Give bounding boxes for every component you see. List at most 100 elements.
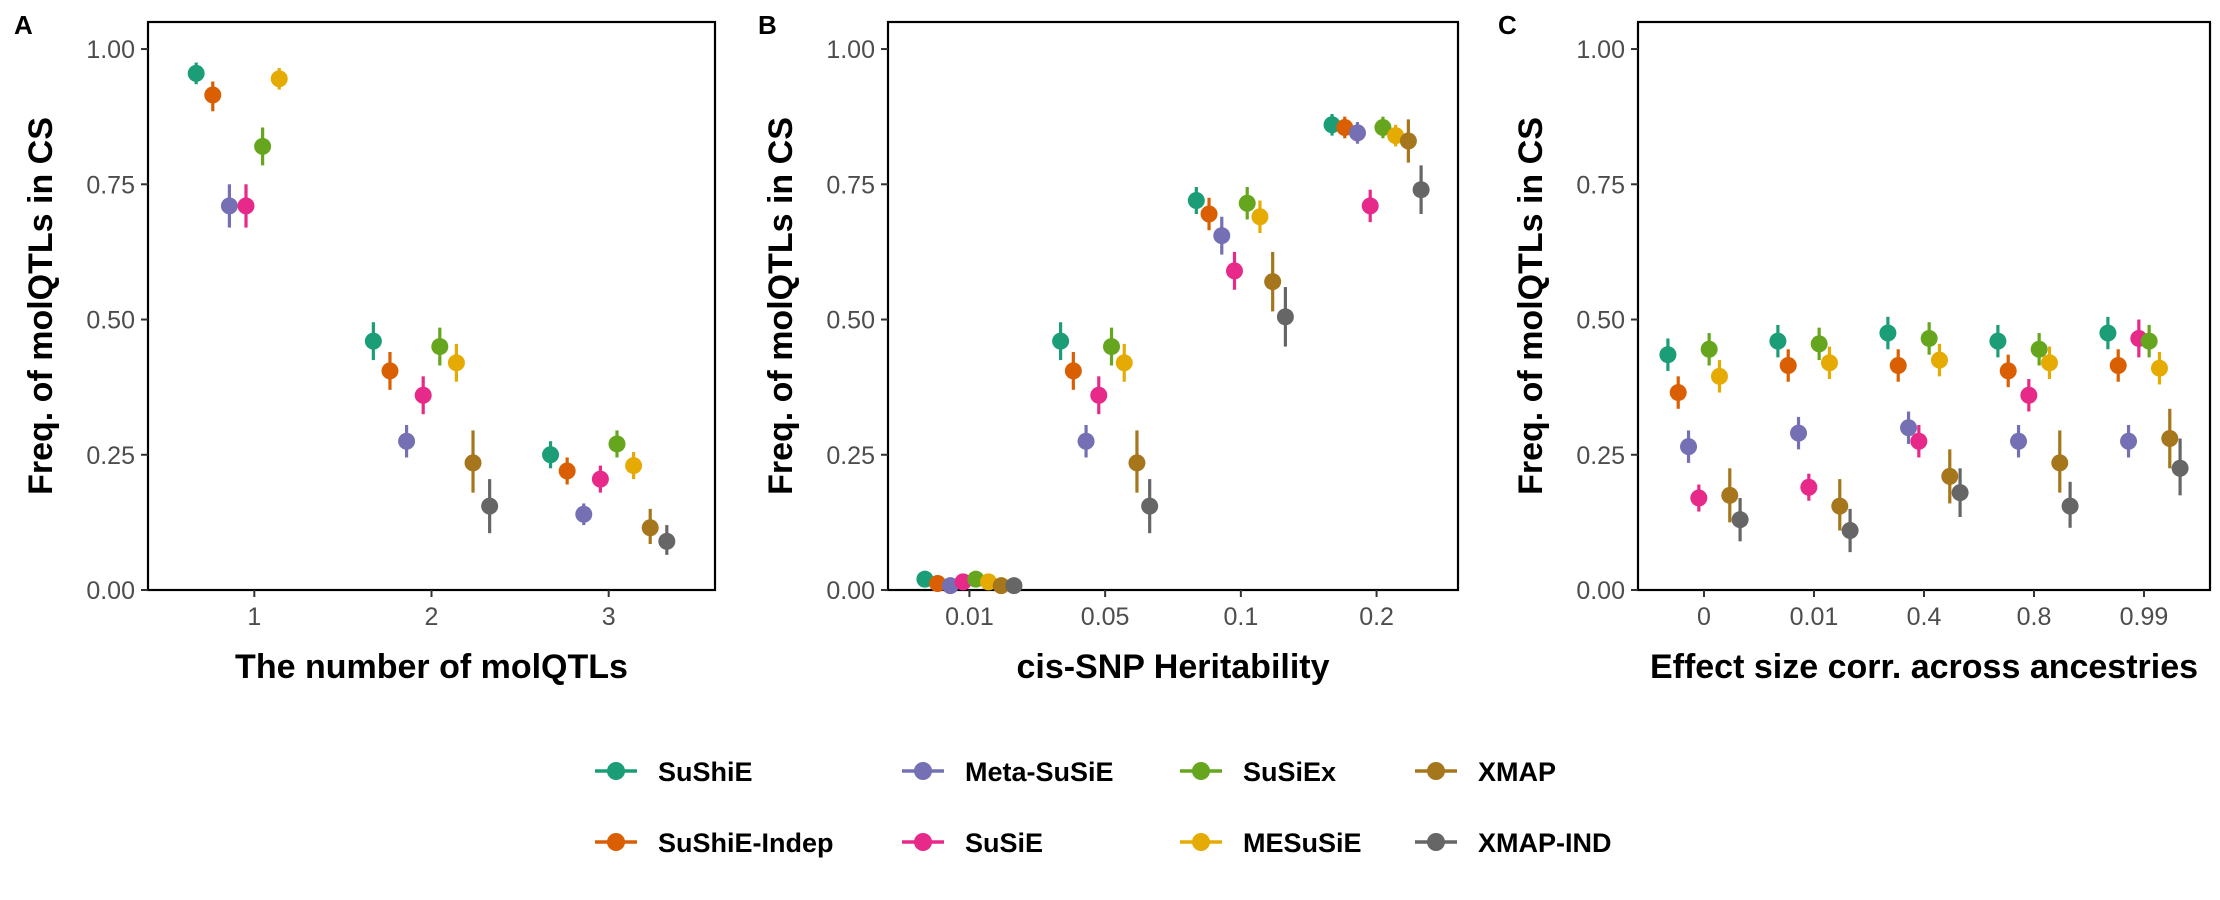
legend-key-point (914, 833, 932, 851)
point-susie (1910, 432, 1928, 450)
point-mesusie (447, 354, 465, 372)
point-xmap-ind (1005, 577, 1023, 595)
point-xmap-ind (1951, 484, 1969, 502)
point-sushie-indep (1889, 357, 1907, 375)
y-tick-label: 0.50 (826, 307, 875, 335)
x-tick-label: 0.01 (1790, 603, 1839, 631)
point-mesusie (1820, 354, 1838, 372)
plot-frame (1636, 20, 2212, 592)
legend-label: SuShiE (658, 757, 753, 787)
legend-label: Meta-SuSiE (965, 757, 1114, 787)
point-susie (1361, 197, 1379, 215)
panel-letter: C (1498, 10, 1517, 40)
point-susiex (254, 137, 272, 155)
point-susiex (1374, 118, 1392, 136)
point-sushie-indep (1669, 384, 1687, 402)
legend-item-susie: SuSiE (902, 828, 1043, 858)
legend-item-xmap-ind: XMAP-IND (1415, 828, 1612, 858)
point-xmap (1128, 454, 1146, 472)
legend-item-meta-susie: Meta-SuSiE (902, 757, 1114, 787)
x-axis-title: cis-SNP Heritability (1016, 648, 1329, 686)
point-meta-susie (575, 505, 593, 523)
legend-label: MESuSiE (1243, 828, 1362, 858)
point-xmap (464, 454, 482, 472)
legend-item-xmap: XMAP (1415, 757, 1556, 787)
point-xmap (1264, 273, 1282, 291)
point-meta-susie (1077, 432, 1095, 450)
legend-key-point (607, 833, 625, 851)
point-xmap-ind (1841, 521, 1859, 539)
legend-key-point (914, 762, 932, 780)
panel-letter: B (758, 10, 777, 40)
y-tick-label: 0.25 (1576, 442, 1625, 470)
point-susie (954, 573, 972, 591)
point-meta-susie (398, 432, 416, 450)
point-xmap-ind (1276, 308, 1294, 326)
x-tick-label: 0.1 (1223, 603, 1258, 631)
legend-key-point (1192, 833, 1210, 851)
point-sushie-indep (558, 462, 576, 480)
point-susie (414, 386, 432, 404)
y-axis-title: Freq. of molQTLs in CS (1512, 117, 1550, 495)
point-mesusie (270, 70, 288, 88)
y-tick-label: 1.00 (86, 36, 135, 64)
point-sushie (1187, 192, 1205, 210)
legend-label: SuShiE-Indep (658, 828, 834, 858)
point-susie (1690, 489, 1708, 507)
panel-a: A 0.00 0.25 0.50 0.75 1.00 1 2 3 The number of mo… (14, 10, 717, 686)
point-susiex (1238, 194, 1256, 212)
point-sushie (1323, 116, 1341, 134)
y-tick-label: 0.75 (826, 171, 875, 199)
panel-c: C 0.00 0.25 0.50 0.75 1.00 0 0.01 0.4 0.8 0.99 Effe… (1498, 10, 2212, 686)
point-xmap-ind (1731, 511, 1749, 529)
point-mesusie (1710, 367, 1728, 385)
legend-label: XMAP-IND (1478, 828, 1612, 858)
point-sushie (1879, 324, 1897, 342)
panel-letter: A (14, 10, 33, 40)
point-xmap (1399, 132, 1417, 150)
point-sushie (1659, 346, 1677, 364)
point-sushie (1989, 332, 2007, 350)
legend-label: XMAP (1478, 757, 1556, 787)
y-tick-label: 0.50 (1576, 307, 1625, 335)
legend-item-sushie: SuShiE (595, 757, 753, 787)
point-susiex (1810, 335, 1828, 353)
point-sushie-indep (2109, 357, 2127, 375)
legend-item-mesusie: MESuSiE (1180, 828, 1362, 858)
point-sushie-indep (1064, 362, 1082, 380)
point-susie (1090, 386, 1108, 404)
point-meta-susie (2010, 432, 2028, 450)
legend-item-sushie-indep: SuShiE-Indep (595, 828, 834, 858)
point-susiex (608, 435, 626, 453)
x-axis-title: The number of molQTLs (235, 648, 628, 686)
point-meta-susie (1900, 419, 1918, 437)
point-sushie (1769, 332, 1787, 350)
point-mesusie (1115, 354, 1133, 372)
point-sushie (1052, 332, 1070, 350)
point-susiex (2140, 332, 2158, 350)
x-axis-title: Effect size corr. across ancestries (1650, 648, 2198, 686)
panels-group: A 0.00 0.25 0.50 0.75 1.00 1 2 3 The number of mo… (14, 10, 2212, 686)
point-meta-susie (1213, 227, 1231, 245)
point-sushie (364, 332, 382, 350)
point-mesusie (2150, 359, 2168, 377)
plot-frame (886, 20, 1460, 592)
point-sushie-indep (204, 86, 222, 104)
y-tick-label: 0.00 (1576, 577, 1625, 605)
point-xmap-ind (1412, 181, 1430, 199)
point-xmap (1721, 486, 1739, 504)
x-tick-label: 0.8 (2017, 603, 2052, 631)
y-tick-label: 0.50 (86, 307, 135, 335)
y-tick-label: 0.00 (86, 577, 135, 605)
point-mesusie (2040, 354, 2058, 372)
legend-key-point (1192, 762, 1210, 780)
y-tick-label: 0.00 (826, 577, 875, 605)
point-xmap-ind (481, 497, 499, 515)
point-meta-susie (1790, 424, 1808, 442)
point-meta-susie (2120, 432, 2138, 450)
y-axis-title: Freq. of molQTLs in CS (762, 117, 800, 495)
point-mesusie (625, 457, 643, 475)
legend-label: SuSiEx (1243, 757, 1336, 787)
point-sushie-indep (1779, 357, 1797, 375)
x-tick-label: 2 (425, 603, 439, 631)
